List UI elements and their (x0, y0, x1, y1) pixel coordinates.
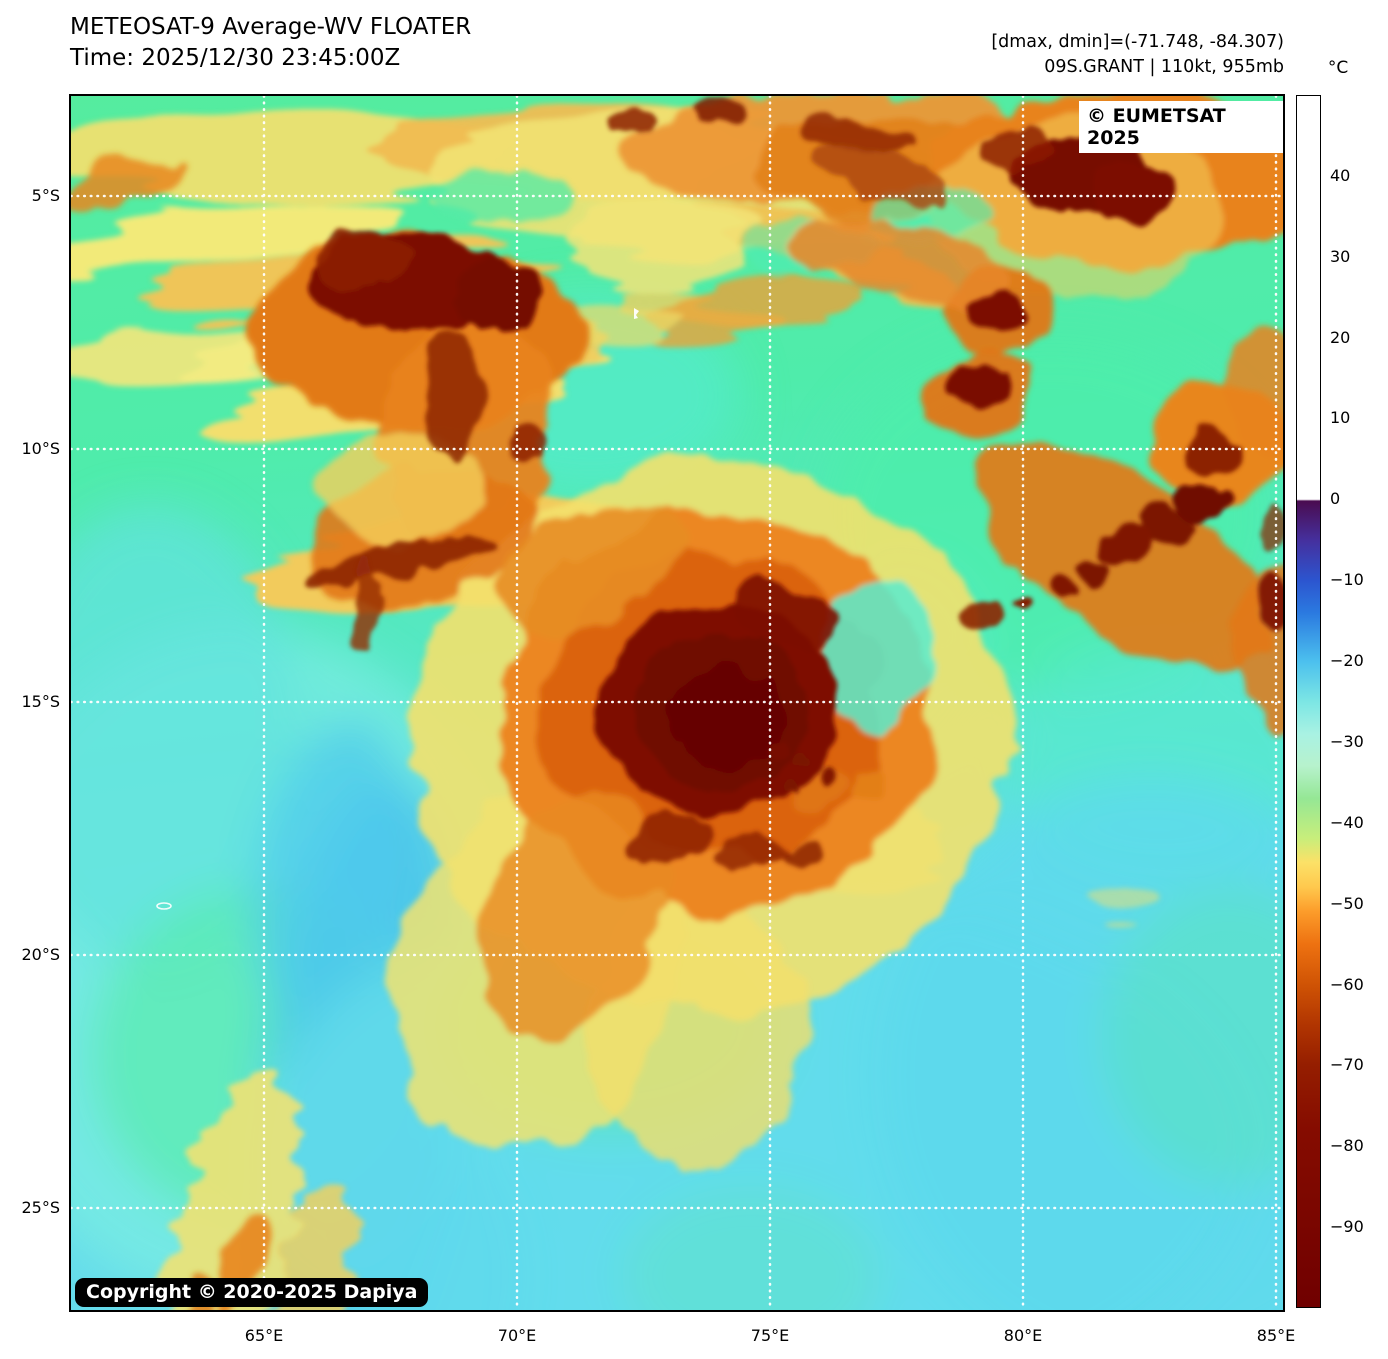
y-tick-20s: 20°S (21, 945, 60, 964)
cbar-tick-m50: −50 (1330, 893, 1364, 913)
storm-info-label: 09S.GRANT | 110kt, 955mb (1044, 57, 1284, 77)
wv-artifact-specks (156, 308, 639, 910)
cbar-tick-m70: −70 (1330, 1055, 1364, 1075)
graticule-gridlines (71, 96, 1283, 1310)
colorbar (1296, 95, 1321, 1308)
y-tick-5s: 5°S (31, 186, 60, 205)
cbar-tick-10: 10 (1330, 408, 1351, 428)
x-tick-70e: 70°E (497, 1326, 537, 1345)
x-tick-85e: 85°E (1256, 1326, 1296, 1345)
y-tick-10s: 10°S (21, 439, 60, 458)
satellite-wv-image (71, 96, 1283, 1310)
cbar-tick-0: 0 (1330, 489, 1341, 509)
cbar-tick-m20: −20 (1330, 651, 1364, 671)
cbar-tick-40: 40 (1330, 165, 1351, 185)
satellite-map: © EUMETSAT 2025 Copyright © 2020-2025 Da… (69, 94, 1285, 1312)
x-tick-65e: 65°E (244, 1326, 284, 1345)
cbar-tick-m10: −10 (1330, 570, 1364, 590)
time-line: Time: 2025/12/30 23:45:00Z (70, 45, 401, 71)
cbar-tick-m30: −30 (1330, 731, 1364, 751)
title-line: METEOSAT-9 Average-WV FLOATER (70, 14, 472, 40)
dapiya-copyright-badge: Copyright © 2020-2025 Dapiya (75, 1278, 429, 1307)
cbar-tick-m80: −80 (1330, 1136, 1364, 1156)
y-tick-25s: 25°S (21, 1198, 60, 1217)
y-tick-15s: 15°S (21, 692, 60, 711)
colorbar-tick-labels: 40 30 20 10 0 −10 −20 −30 −40 −50 −60 −7… (1330, 95, 1382, 1308)
cbar-tick-m40: −40 (1330, 812, 1364, 832)
plot-title: METEOSAT-9 Average-WV FLOATER Time: 2025/… (70, 12, 471, 74)
colorbar-unit-label: °C (1327, 58, 1349, 78)
wv-cold-cloud-tops (307, 100, 1283, 872)
x-tick-75e: 75°E (750, 1326, 790, 1345)
annotation-block: [dmax, dmin]=(-71.748, -84.307) 09S.GRANT… (991, 30, 1284, 80)
x-tick-80e: 80°E (1003, 1326, 1043, 1345)
dmax-dmin-label: [dmax, dmin]=(-71.748, -84.307) (991, 32, 1284, 52)
cbar-tick-m60: −60 (1330, 974, 1364, 994)
cbar-tick-20: 20 (1330, 327, 1351, 347)
eumetsat-credit-badge: © EUMETSAT 2025 (1079, 101, 1283, 153)
cbar-tick-30: 30 (1330, 246, 1351, 266)
cbar-tick-m90: −90 (1330, 1217, 1364, 1237)
